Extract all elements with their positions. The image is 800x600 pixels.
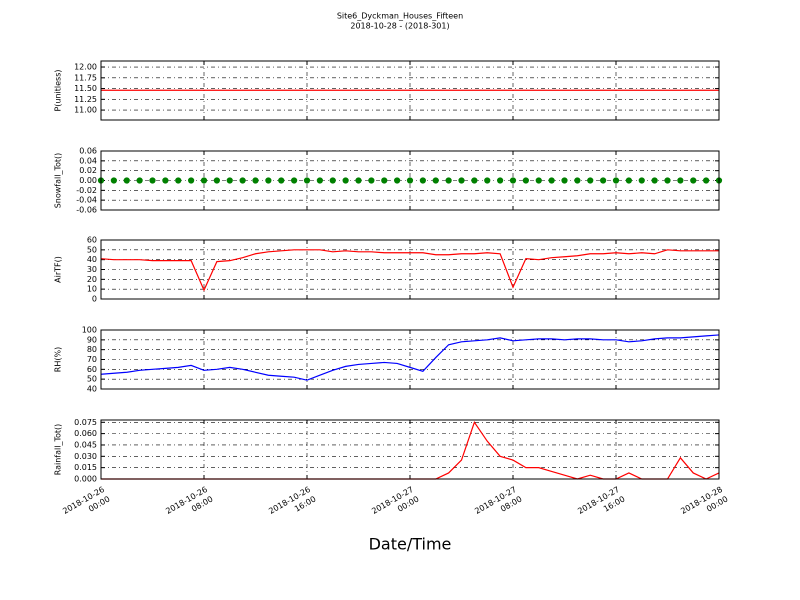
y-tick-label: 11.75	[74, 73, 97, 82]
data-point	[419, 177, 426, 184]
data-point	[406, 177, 414, 184]
chart-title: Site6_Dyckman_Houses_Fifteen	[337, 12, 463, 21]
data-point	[316, 177, 323, 184]
y-tick-label: 0.060	[74, 429, 97, 438]
data-point	[123, 177, 130, 184]
data-point	[471, 177, 478, 184]
y-tick-label: 40	[87, 255, 97, 264]
y-tick-label: -0.02	[76, 186, 97, 195]
y-axis-title: Rainfall_Tot()	[54, 424, 63, 476]
data-point	[175, 177, 182, 184]
data-point	[458, 177, 465, 184]
y-tick-label: 0.04	[79, 156, 97, 165]
y-tick-label: 50	[87, 245, 97, 254]
plot-frame	[100, 239, 720, 300]
y-tick-label: 60	[87, 365, 97, 374]
y-tick-label: 0.045	[74, 440, 97, 449]
data-point	[509, 177, 517, 184]
y-tick-label: 11.25	[74, 95, 97, 104]
y-tick-label: 11.50	[74, 84, 97, 93]
data-point	[368, 177, 375, 184]
plot-frame	[100, 60, 720, 121]
data-point	[445, 177, 452, 184]
plot-frame	[100, 419, 720, 480]
data-point	[226, 177, 233, 184]
y-tick-label: 50	[87, 375, 97, 384]
y-tick-label: 0.075	[74, 418, 97, 427]
y-tick-label: 0	[92, 295, 97, 304]
y-tick-label: 0.000	[74, 475, 97, 484]
data-point	[535, 177, 542, 184]
data-point	[664, 177, 671, 184]
data-point	[612, 177, 620, 184]
y-tick-label: 90	[87, 335, 97, 344]
data-point	[690, 177, 697, 184]
y-tick-label: -0.06	[76, 206, 97, 215]
data-point	[342, 177, 349, 184]
data-point	[213, 177, 220, 184]
data-point	[497, 177, 504, 184]
data-point	[355, 177, 362, 184]
data-point	[200, 177, 208, 184]
data-point	[561, 177, 568, 184]
chart-subtitle: 2018-10-28 - (2018-301)	[350, 22, 449, 31]
y-tick-label: 70	[87, 355, 97, 364]
data-point	[703, 177, 710, 184]
data-line	[100, 249, 719, 292]
data-point	[188, 177, 195, 184]
data-point	[484, 177, 491, 184]
plot-frame	[100, 329, 720, 390]
plot-frame	[100, 150, 720, 211]
data-point	[252, 177, 259, 184]
data-point	[136, 177, 143, 184]
data-point	[265, 177, 272, 184]
data-point	[600, 177, 607, 184]
y-tick-label: 0.02	[79, 166, 97, 175]
y-axis-title: RH(%)	[54, 347, 63, 372]
data-point	[522, 177, 529, 184]
y-tick-label: 11.00	[74, 106, 97, 115]
data-line	[100, 334, 720, 381]
y-tick-label: 0.00	[79, 176, 97, 185]
data-point	[149, 177, 156, 184]
data-point	[394, 177, 401, 184]
data-point	[651, 177, 658, 184]
y-tick-label: 0.015	[74, 463, 97, 472]
data-point	[587, 177, 594, 184]
y-axis-title: AirTF()	[54, 256, 63, 283]
data-point	[278, 177, 285, 184]
y-axis-title: Snowfall_Tot()	[54, 153, 63, 209]
data-point	[548, 177, 555, 184]
data-point	[381, 177, 388, 184]
data-point	[239, 177, 246, 184]
data-line	[101, 420, 720, 480]
data-point	[291, 177, 298, 184]
y-tick-label: 40	[87, 385, 97, 394]
y-tick-label: 20	[87, 275, 97, 284]
data-point	[162, 177, 169, 184]
y-tick-label: 0.030	[74, 452, 97, 461]
y-tick-label: 80	[87, 345, 97, 354]
data-point	[677, 177, 684, 184]
data-point	[432, 177, 439, 184]
y-tick-label: 100	[82, 326, 97, 335]
data-point	[329, 177, 336, 184]
data-point	[303, 177, 311, 184]
y-tick-label: 0.06	[79, 147, 97, 156]
data-point	[638, 177, 645, 184]
x-axis-title: Date/Time	[369, 535, 452, 554]
y-tick-label: 12.00	[74, 63, 97, 72]
y-tick-label: 30	[87, 265, 97, 274]
y-tick-label: 60	[87, 236, 97, 245]
data-point	[110, 177, 117, 184]
y-tick-label: -0.04	[76, 196, 97, 205]
data-point	[574, 177, 581, 184]
data-point	[625, 177, 632, 184]
y-axis-title: P(unitless)	[54, 69, 63, 111]
y-tick-label: 10	[87, 285, 97, 294]
